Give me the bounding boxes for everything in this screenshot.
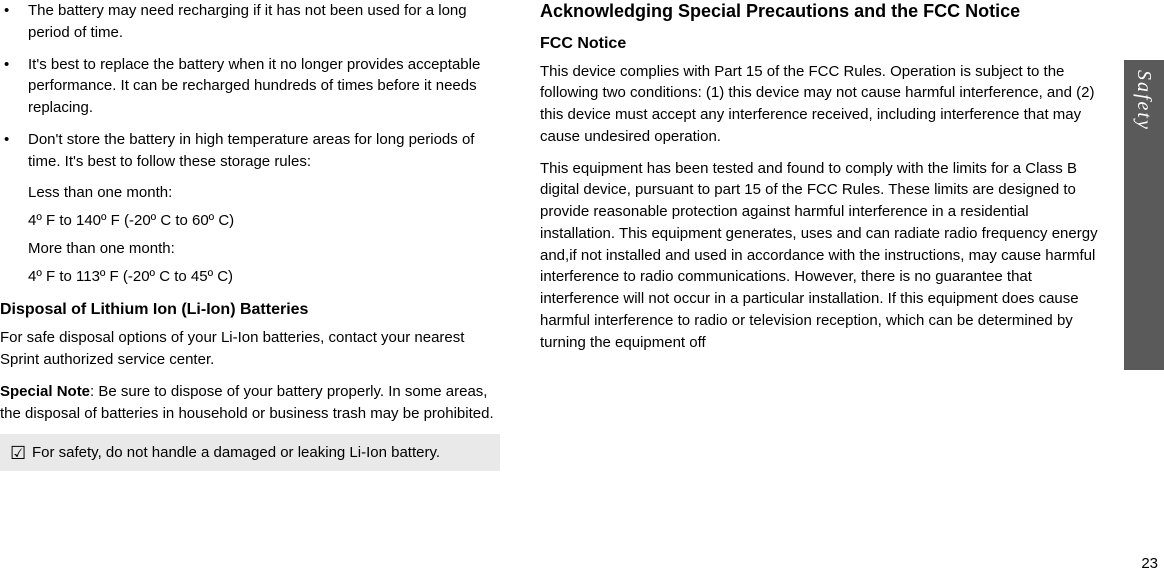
special-note-label: Special Note xyxy=(0,383,90,400)
storage-rule-line: Less than one month: xyxy=(28,182,500,204)
disposal-paragraph: For safe disposal options of your Li-Ion… xyxy=(0,327,500,371)
bullet-text: The battery may need recharging if it ha… xyxy=(28,0,500,44)
checkmark-icon: ☑ xyxy=(10,442,32,462)
bullet-item: • It's best to replace the battery when … xyxy=(0,54,500,119)
storage-rule-line: 4º F to 113º F (-20º C to 45º C) xyxy=(28,266,500,288)
storage-rule-line: 4º F to 140º F (-20º C to 60º C) xyxy=(28,210,500,232)
bullet-text: Don't store the battery in high temperat… xyxy=(28,129,500,173)
page-number: 23 xyxy=(1141,555,1158,572)
fcc-paragraph-2: This equipment has been tested and found… xyxy=(540,158,1100,354)
section-tab-label: Safety xyxy=(1124,60,1155,131)
safety-note-text: For safety, do not handle a damaged or l… xyxy=(32,442,440,463)
section-heading: Acknowledging Special Precautions and th… xyxy=(540,0,1100,23)
bullet-dot: • xyxy=(0,129,28,173)
disposal-heading: Disposal of Lithium Ion (Li-Ion) Batteri… xyxy=(0,301,500,319)
special-note-paragraph: Special Note: Be sure to dispose of your… xyxy=(0,381,500,425)
bullet-item: • Don't store the battery in high temper… xyxy=(0,129,500,173)
bullet-text: It's best to replace the battery when it… xyxy=(28,54,500,119)
bullet-dot: • xyxy=(0,0,28,44)
page-spread: • The battery may need recharging if it … xyxy=(0,0,1164,578)
fcc-paragraph-1: This device complies with Part 15 of the… xyxy=(540,61,1100,148)
left-column: • The battery may need recharging if it … xyxy=(0,0,530,578)
section-tab: Safety xyxy=(1124,60,1164,370)
bullet-item: • The battery may need recharging if it … xyxy=(0,0,500,44)
fcc-notice-heading: FCC Notice xyxy=(540,35,1100,53)
right-column: Acknowledging Special Precautions and th… xyxy=(530,0,1110,578)
safety-note-box: ☑ For safety, do not handle a damaged or… xyxy=(0,434,500,471)
bullet-dot: • xyxy=(0,54,28,119)
storage-rule-line: More than one month: xyxy=(28,238,500,260)
